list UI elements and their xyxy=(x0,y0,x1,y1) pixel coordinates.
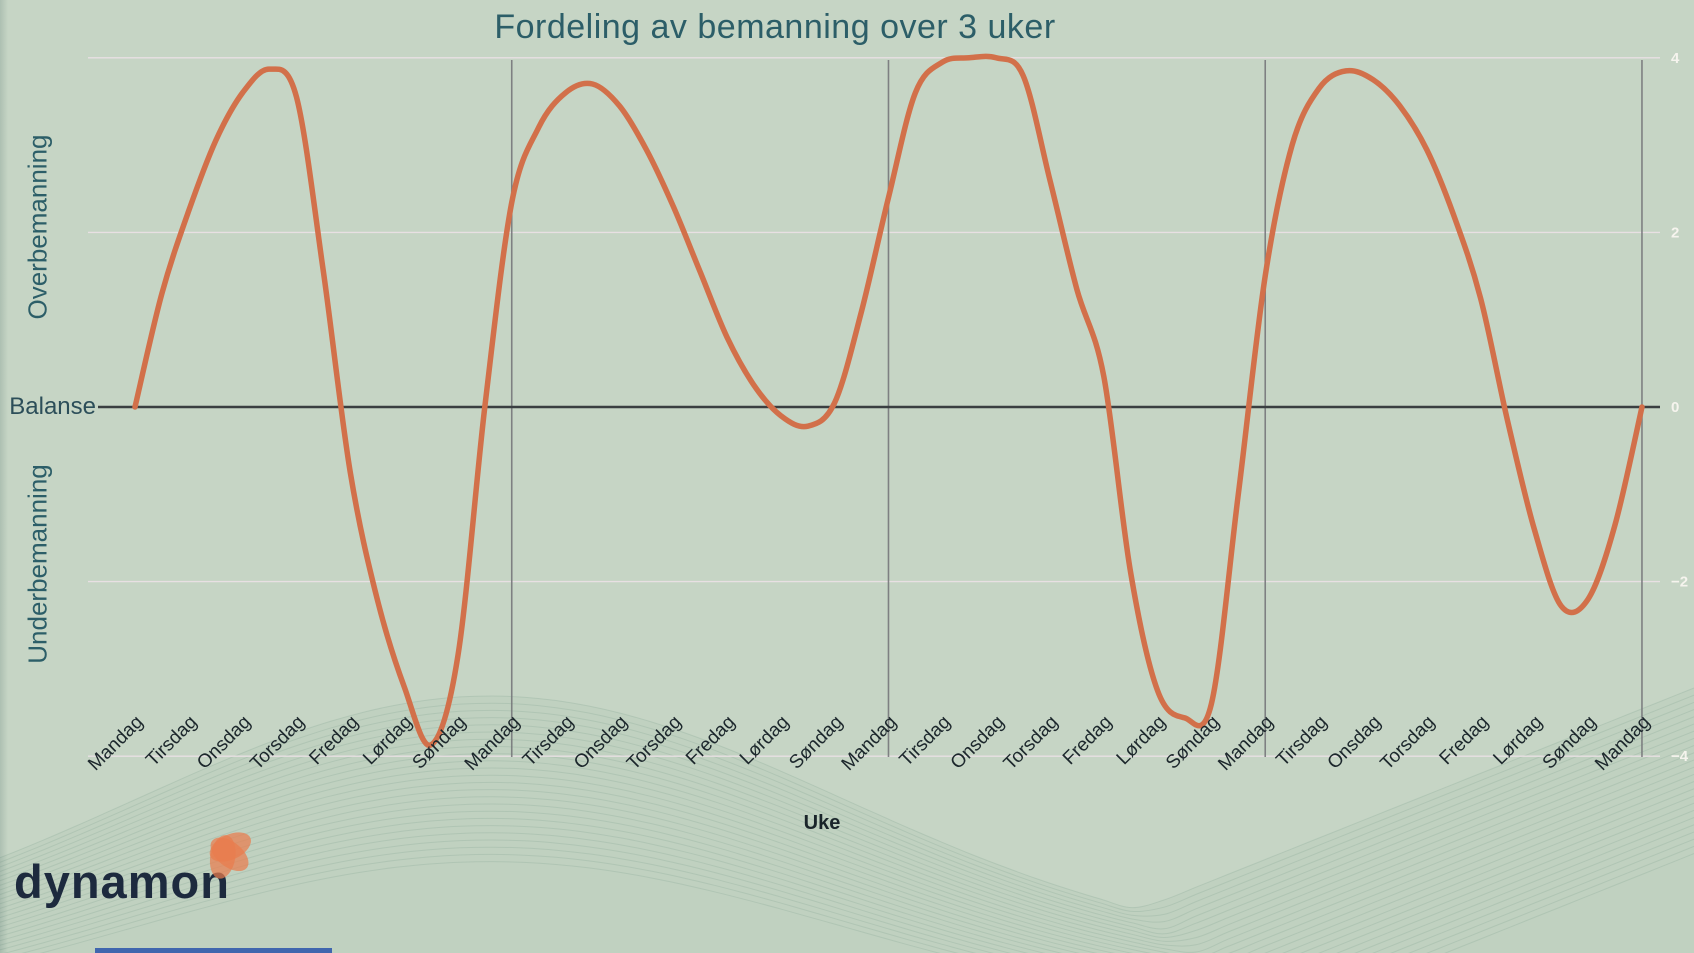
y-tick-label: −4 xyxy=(1671,748,1689,765)
x-day-label: Fredag xyxy=(1436,712,1493,769)
x-day-labels: MandagTirsdagOnsdagTorsdagFredagLørdagSø… xyxy=(84,712,1654,775)
y-tick-labels: 4 2 0 −2 −4 xyxy=(1671,50,1689,765)
y-tick-label: 0 xyxy=(1671,399,1679,416)
week-boundary-lines xyxy=(510,60,1643,757)
dynamon-logo: dynamon xyxy=(14,832,251,953)
xaxis-title: Uke xyxy=(803,812,841,834)
x-day-label: Fredag xyxy=(1059,712,1116,769)
bottom-blue-bar xyxy=(95,948,332,953)
dynamon-flower-icon xyxy=(209,832,251,879)
yaxis-understaffing-label: Underbemanning xyxy=(22,464,53,664)
x-day-label: Lørdag xyxy=(736,712,793,769)
x-day-label: Mandag xyxy=(84,712,147,775)
page-title: Fordeling av bemanning over 3 uker xyxy=(494,8,1056,46)
x-day-label: Tirsdag xyxy=(142,712,201,771)
yaxis-balance-label: Balanse xyxy=(9,393,96,420)
y-tick-label: 2 xyxy=(1671,224,1679,241)
yaxis-overstaffing-label: Overbemanning xyxy=(22,134,53,320)
y-tick-label: 4 xyxy=(1671,50,1680,67)
x-day-label: Mandag xyxy=(1214,712,1277,775)
y-tick-label: −2 xyxy=(1671,574,1688,591)
x-day-label: Tirsdag xyxy=(896,712,955,771)
x-day-label: Tirsdag xyxy=(1272,712,1331,771)
x-day-label: Lørdag xyxy=(1113,712,1170,769)
dynamon-logo-text: dynamon xyxy=(14,855,230,908)
gridlines xyxy=(88,57,1660,757)
x-day-label: Torsdag xyxy=(1377,712,1440,775)
x-day-label: Onsdag xyxy=(1324,712,1386,774)
x-day-label: Søndag xyxy=(785,712,847,774)
x-day-label: Onsdag xyxy=(947,712,1009,774)
x-day-label: Mandag xyxy=(838,712,901,775)
x-day-label: Torsdag xyxy=(1000,712,1063,775)
staffing-line-series xyxy=(132,53,1645,748)
background-waves xyxy=(0,687,1694,953)
